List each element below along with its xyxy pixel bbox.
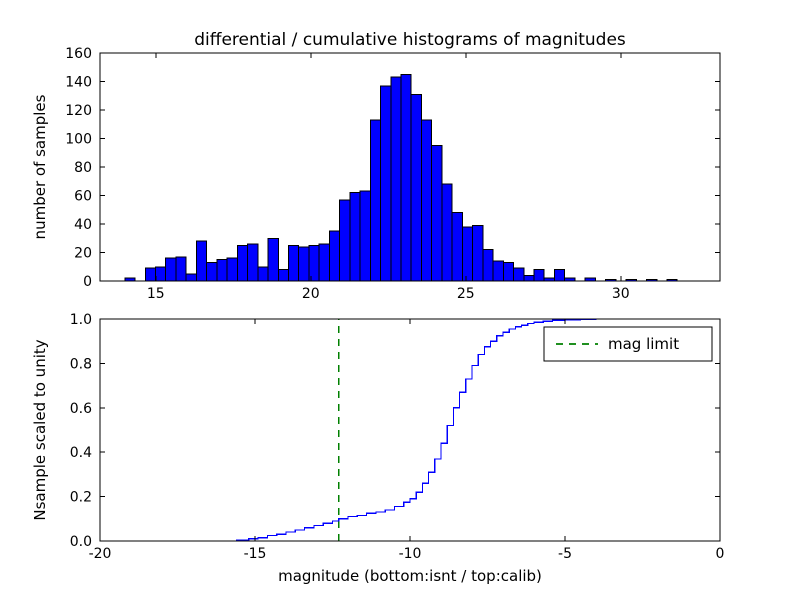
- histogram-bar: [461, 226, 474, 282]
- y-tick-label: 0: [83, 274, 92, 290]
- histogram-bar: [195, 240, 208, 282]
- x-tick-label: 30: [612, 286, 630, 302]
- histogram-bar: [441, 183, 453, 282]
- histogram-bar: [226, 257, 238, 282]
- y-tick-label: 0.4: [70, 445, 92, 461]
- y-tick-label: 100: [65, 132, 92, 148]
- x-tick-label: -20: [89, 546, 112, 562]
- histogram-bar: [482, 249, 494, 282]
- bottom-cumulative-axes: -20 -15 -10 -5 0 0.0 0.2 0.4 0.6 0.8 1.0 mag limit: [70, 312, 725, 562]
- histogram-bar: [216, 259, 228, 282]
- histogram-bar: [380, 85, 392, 282]
- y-tick-label: 120: [65, 103, 92, 119]
- histogram-bar: [420, 119, 433, 282]
- top-y-axis-label: number of samples: [31, 94, 49, 239]
- histogram-bar: [175, 256, 187, 282]
- y-tick-label: 0.0: [70, 534, 92, 550]
- y-tick-label: 80: [74, 160, 92, 176]
- histogram-bar: [328, 230, 341, 282]
- histogram-bar: [277, 269, 289, 282]
- top-histogram-axes: 15 20 25 30 0 20 40 60 80 100 120 140 160: [65, 46, 721, 302]
- axes-frame: [99, 318, 721, 542]
- y-tick-label: 40: [74, 217, 92, 233]
- histogram-bar: [298, 246, 310, 282]
- histogram-bar: [359, 190, 371, 282]
- histogram-bar: [369, 119, 382, 282]
- histogram-bar: [390, 76, 402, 282]
- histogram-bar: [308, 244, 320, 282]
- bottom-x-axis-label: magnitude (bottom:isnt / top:calib): [278, 567, 542, 585]
- histogram-bar: [257, 266, 269, 282]
- y-tick-label: 0.8: [70, 356, 92, 372]
- y-tick-label: 60: [74, 189, 92, 205]
- histogram-bar: [410, 93, 422, 282]
- x-tick-label: -5: [558, 546, 572, 562]
- x-tick-label: 25: [457, 286, 475, 302]
- x-tick-label: 0: [716, 546, 725, 562]
- chart-title: differential / cumulative histograms of …: [194, 30, 626, 50]
- histogram-bars: [124, 73, 678, 282]
- histogram-bar: [349, 192, 361, 282]
- histogram-bar: [502, 261, 515, 282]
- axes-frame: [99, 52, 721, 282]
- histogram-bar: [431, 145, 443, 282]
- legend: mag limit: [543, 326, 713, 362]
- y-tick-label: 0.2: [70, 490, 92, 506]
- histogram-bar: [247, 243, 259, 282]
- histogram-bar: [553, 269, 566, 282]
- histogram-bar: [185, 273, 197, 282]
- histogram-bar: [206, 261, 218, 282]
- x-tick-label: -10: [399, 546, 422, 562]
- histogram-bar: [472, 224, 484, 282]
- bottom-y-axis-label: Nsample scaled to unity: [31, 339, 49, 520]
- x-tick-label: -15: [244, 546, 267, 562]
- histogram-bar: [513, 267, 525, 282]
- histogram-bar: [523, 274, 535, 282]
- histogram-bar: [451, 212, 463, 282]
- legend-label: mag limit: [608, 335, 679, 353]
- histogram-bar: [267, 237, 279, 282]
- y-tick-label: 140: [65, 75, 92, 91]
- histogram-bar: [144, 267, 156, 282]
- y-tick-label: 1.0: [70, 312, 92, 328]
- histogram-bar: [339, 199, 351, 282]
- y-tick-label: 0.6: [70, 401, 92, 417]
- x-tick-label: 20: [302, 286, 320, 302]
- histogram-bar: [533, 269, 545, 282]
- x-tick-label: 15: [147, 286, 165, 302]
- histogram-bar: [318, 243, 330, 282]
- y-tick-label: 160: [65, 46, 92, 62]
- histogram-bar: [154, 266, 167, 282]
- histogram-bar: [287, 244, 300, 282]
- histogram-bar: [236, 244, 249, 282]
- y-tick-label: 20: [74, 246, 92, 262]
- cumulative-curve: [100, 318, 720, 542]
- histogram-bar: [400, 73, 412, 282]
- histogram-bar: [492, 260, 504, 282]
- histogram-bar: [165, 257, 177, 282]
